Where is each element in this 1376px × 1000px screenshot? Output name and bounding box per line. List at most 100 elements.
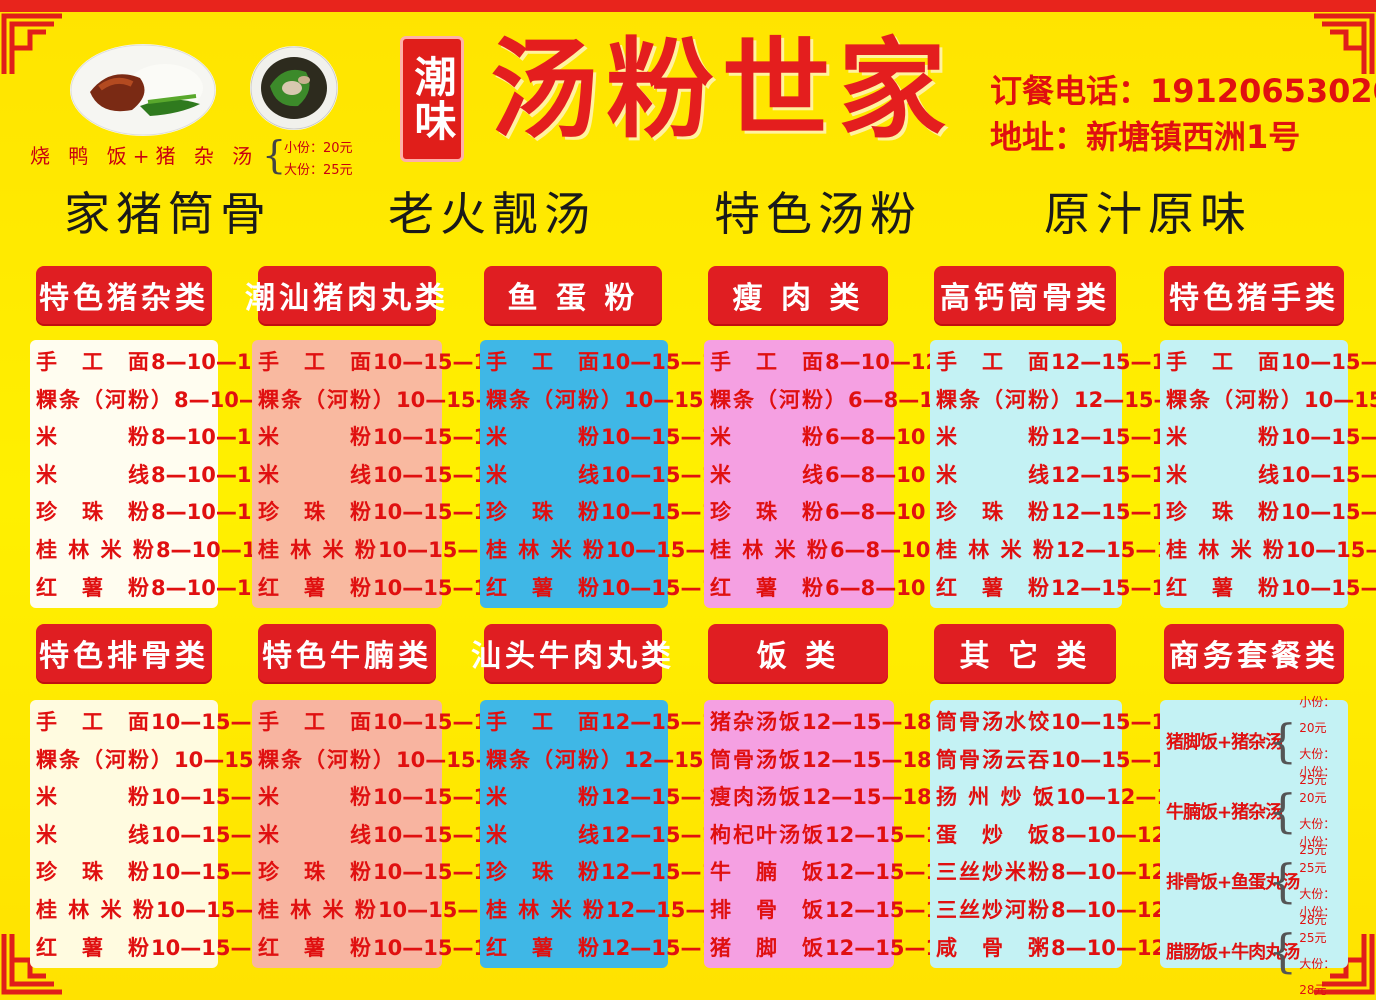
menu-item-row: 手 工 面 12—15—18 <box>486 704 731 742</box>
menu-item-row: 筒骨汤饭 12—15—18 <box>710 742 932 780</box>
item-price: 10—15—18 <box>1281 425 1376 450</box>
menu-item-row: 珍 珠 粉 6—8—10 <box>710 494 925 532</box>
menu-item-row: 瘦肉汤饭 12—15—18 <box>710 779 932 817</box>
item-name: 桂 林 米 粉 <box>258 537 378 562</box>
brace: { <box>1268 784 1298 838</box>
menu-item-row: 米 粉10—15—18 <box>1166 419 1376 457</box>
item-name: 瘦肉汤饭 <box>710 785 802 810</box>
item-name: 红 薯 粉 <box>486 575 601 600</box>
item-name: 米 线 <box>936 462 1051 487</box>
item-name: 筒骨汤饭 <box>710 747 802 772</box>
combo-small-price: 小份：25元 <box>1299 905 1336 945</box>
item-name: 米 粉 <box>710 425 825 450</box>
price-panel: 手 工 面 8—10—12 粿条（河粉） 6—8—10 米 粉 6—8—10 米 线 6—8—… <box>704 340 948 608</box>
item-price: 12—15—18 <box>802 747 932 772</box>
item-name: 粿条（河粉） <box>258 747 396 772</box>
menu-item-row: 桂 林 米 粉 8—10—12 <box>36 532 271 570</box>
item-name: 桂 林 米 粉 <box>936 537 1056 562</box>
item-price: 12—15—18 <box>802 710 932 734</box>
price-panel: 手 工 面 12—15—18 粿条（河粉） 12—15—18 米 粉 12—15—18 米 … <box>930 340 1204 608</box>
item-name: 红 薯 粉 <box>36 575 151 600</box>
combo-large-price: 大份：28元 <box>1299 887 1336 927</box>
item-name: 手 工 面 <box>486 710 601 734</box>
item-price: 8—10—12 <box>825 350 941 374</box>
order-phone: 订餐电话：19120653020 <box>990 72 1376 110</box>
item-name: 手 工 面 <box>36 350 151 374</box>
item-price: 12—15—18 <box>1051 462 1181 487</box>
item-name: 珍 珠 粉 <box>258 500 373 525</box>
item-price: 12—15—18 <box>802 785 932 810</box>
item-price: 10—15—18 <box>1285 537 1376 562</box>
item-name: 米 粉 <box>936 425 1051 450</box>
menu-item-row: 手 工 面 8—10—12 <box>36 344 266 382</box>
item-price: 10—15—18 <box>1051 710 1181 734</box>
item-name: 米 线 <box>486 822 601 847</box>
item-price: 6—8—10 <box>829 537 931 562</box>
menu-item-row: 红 薯 粉 6—8—10 <box>710 570 925 608</box>
corner-ornament <box>1306 8 1376 78</box>
combo-small-price: 小份：20元 <box>1299 765 1336 805</box>
item-name: 米 线 <box>710 462 825 487</box>
menu-item-row: 米 线 12—15—18 <box>936 457 1181 495</box>
item-name: 米 线 <box>36 822 151 847</box>
menu-item-row: 桂 林 米 粉 6—8—10 <box>710 532 930 570</box>
item-name: 红 薯 粉 <box>936 575 1051 600</box>
shop-title: 汤粉世家 <box>490 27 955 153</box>
item-name: 扬 州 炒 饭 <box>936 785 1056 810</box>
combo-row: 猪脚饭+猪杂汤{小份：20元 大份：25元 <box>1166 695 1342 787</box>
combo-small-price: 小份：25元 <box>1299 835 1336 875</box>
item-name: 米 粉 <box>258 785 373 810</box>
menu-item-row: 红 薯 粉 12—15—18 <box>936 570 1181 608</box>
category-header: 特色牛腩类 <box>258 624 436 682</box>
price-panel: 手 工 面 8—10—12 粿条（河粉） 8—10—12 米 粉 8—10—12 米 线 8—… <box>30 340 289 608</box>
item-price: 10—15—18 <box>1281 500 1376 525</box>
item-price: 10—15—18 <box>1281 350 1376 374</box>
category-header: 高钙筒骨类 <box>934 266 1116 324</box>
item-name: 手 工 面 <box>486 350 601 374</box>
item-name: 米 粉 <box>486 785 601 810</box>
menu-item-row: 米 粉 12—15—18 <box>486 779 731 817</box>
item-price: 6—8—10 <box>825 500 926 525</box>
item-name: 米 线 <box>36 462 151 487</box>
menu-item-row: 粿条（河粉）10—15—18 <box>486 382 754 420</box>
item-name: 红 薯 粉 <box>710 575 825 600</box>
menu-item-row: 米 线 12—15—18 <box>486 817 731 855</box>
menu-item-row: 咸 骨 粥 8—10—12 <box>936 930 1166 968</box>
combo-large-price: 大份：25元 <box>1299 747 1336 787</box>
item-price: 8—10—12 <box>155 537 271 562</box>
item-name: 粿条（河粉） <box>258 387 396 412</box>
item-price: 8—10—12 <box>1051 935 1167 960</box>
item-price: 8—10—12 <box>151 575 267 600</box>
item-name: 三丝炒米粉 <box>936 860 1051 885</box>
brace: { <box>1268 854 1298 908</box>
item-name: 米 粉 <box>36 425 151 450</box>
item-price: 8—10—12 <box>151 462 267 487</box>
item-name: 粿条（河粉） <box>710 387 848 412</box>
slogan: 原汁原味 <box>1044 187 1252 241</box>
menu-item-row: 红 薯 粉 8—10—12 <box>36 570 266 608</box>
menu-item-row: 米 线 8—10—12 <box>36 457 266 495</box>
item-name: 筒骨汤云吞 <box>936 747 1051 772</box>
menu-item-row: 桂 林 米 粉 12—15—18 <box>936 532 1186 570</box>
promo-small-price: 小份：20元 <box>284 141 353 156</box>
slogan: 老火靓汤 <box>388 187 596 241</box>
item-name: 手 工 面 <box>36 710 151 734</box>
combo-large-price: 大份：25元 <box>1299 817 1336 857</box>
item-name: 米 线 <box>1166 462 1281 487</box>
promo-large-price: 大份：25元 <box>284 163 353 178</box>
menu-item-row: 三丝炒河粉 8—10—12 <box>936 892 1166 930</box>
item-price: 6—8—10 <box>825 462 926 487</box>
item-name: 珍 珠 粉 <box>36 500 151 525</box>
